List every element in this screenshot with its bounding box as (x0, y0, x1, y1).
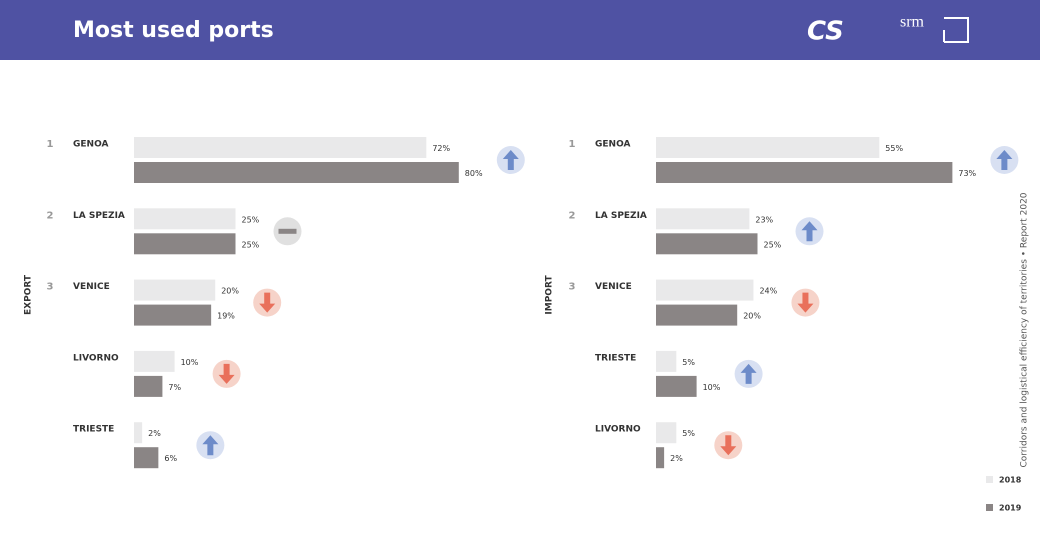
panel-title: IMPORT (545, 275, 555, 315)
category-label: LIVORNO (73, 353, 119, 363)
trend-arrow-down (797, 292, 814, 313)
category-label: VENICE (595, 282, 632, 292)
trend-arrow-down (720, 435, 737, 456)
legend-label: 2019 (999, 504, 1022, 513)
logo-srm: srm (900, 14, 925, 31)
trend-icon (795, 217, 824, 246)
trend-icon (212, 359, 241, 388)
value-label: 7% (168, 383, 181, 392)
trend-icon (253, 288, 282, 317)
value-label: 2% (148, 429, 161, 438)
rank-label: 1 (47, 139, 54, 150)
bar (134, 208, 236, 230)
category-label: LIVORNO (595, 425, 641, 435)
trend-icon (714, 431, 743, 460)
trend-arrow-up (996, 150, 1013, 170)
bar (134, 375, 163, 397)
trend-icon (791, 288, 820, 317)
bar (134, 279, 216, 301)
category-label: LA SPEZIA (73, 211, 125, 221)
value-label: 20% (221, 287, 239, 296)
rank-label: 2 (569, 210, 576, 221)
category-label: VENICE (73, 282, 110, 292)
category-label: GENOA (595, 140, 630, 150)
trend-icon (196, 431, 225, 460)
bar (134, 137, 427, 158)
trend-icon (496, 146, 525, 174)
panel-title: EXPORT (24, 274, 34, 315)
header-bar (0, 0, 1040, 60)
trend-icon (734, 359, 763, 388)
bar (656, 304, 738, 326)
trend-arrow-down (218, 363, 235, 384)
trend-arrow-up (202, 435, 219, 456)
rank-label: 3 (569, 282, 576, 293)
value-label: 10% (181, 358, 199, 367)
trend-icon (273, 217, 302, 246)
bar (134, 422, 143, 444)
bar (134, 304, 212, 326)
trend-arrow-up (740, 363, 757, 384)
logo-srm-frame (943, 17, 969, 43)
trend-arrow-down (259, 292, 276, 313)
value-label: 73% (958, 169, 976, 178)
legend-swatch (986, 504, 993, 511)
bar (656, 279, 754, 301)
logo-cs: CS (807, 17, 844, 47)
trend-icon (990, 146, 1019, 174)
value-label: 5% (682, 429, 695, 438)
value-label: 20% (743, 312, 761, 321)
legend-label: 2018 (999, 476, 1022, 485)
rank-label: 1 (569, 139, 576, 150)
value-label: 72% (432, 144, 450, 153)
bar (656, 375, 697, 397)
value-label: 25% (242, 240, 260, 249)
bar (656, 422, 677, 444)
value-label: 55% (885, 144, 903, 153)
bar (134, 233, 236, 255)
legend-swatch (986, 476, 993, 483)
value-label: 24% (759, 287, 777, 296)
value-label: 6% (164, 454, 177, 463)
value-label: 5% (682, 358, 695, 367)
value-label: 2% (670, 454, 683, 463)
bar (656, 208, 750, 230)
bar (134, 447, 159, 469)
bar (656, 350, 677, 372)
category-label: LA SPEZIA (595, 211, 647, 221)
bar (656, 162, 953, 183)
rank-label: 3 (47, 282, 54, 293)
bar (656, 137, 880, 158)
bar (134, 162, 459, 183)
bar (134, 350, 175, 372)
rank-label: 2 (47, 210, 54, 221)
bar (656, 233, 758, 255)
trend-equal (278, 228, 297, 234)
value-label: 25% (764, 240, 782, 249)
category-label: TRIESTE (595, 353, 636, 363)
trend-arrow-up (801, 221, 818, 242)
value-label: 23% (755, 215, 773, 224)
value-label: 80% (465, 169, 483, 178)
bar (656, 447, 665, 469)
value-label: 19% (217, 312, 235, 321)
side-note: Corridors and logistical efficiency of t… (1020, 192, 1030, 467)
value-label: 25% (242, 215, 260, 224)
category-label: TRIESTE (73, 425, 114, 435)
value-label: 10% (703, 383, 721, 392)
trend-arrow-up (502, 150, 519, 170)
page-title: Most used ports (73, 18, 274, 43)
category-label: GENOA (73, 140, 108, 150)
